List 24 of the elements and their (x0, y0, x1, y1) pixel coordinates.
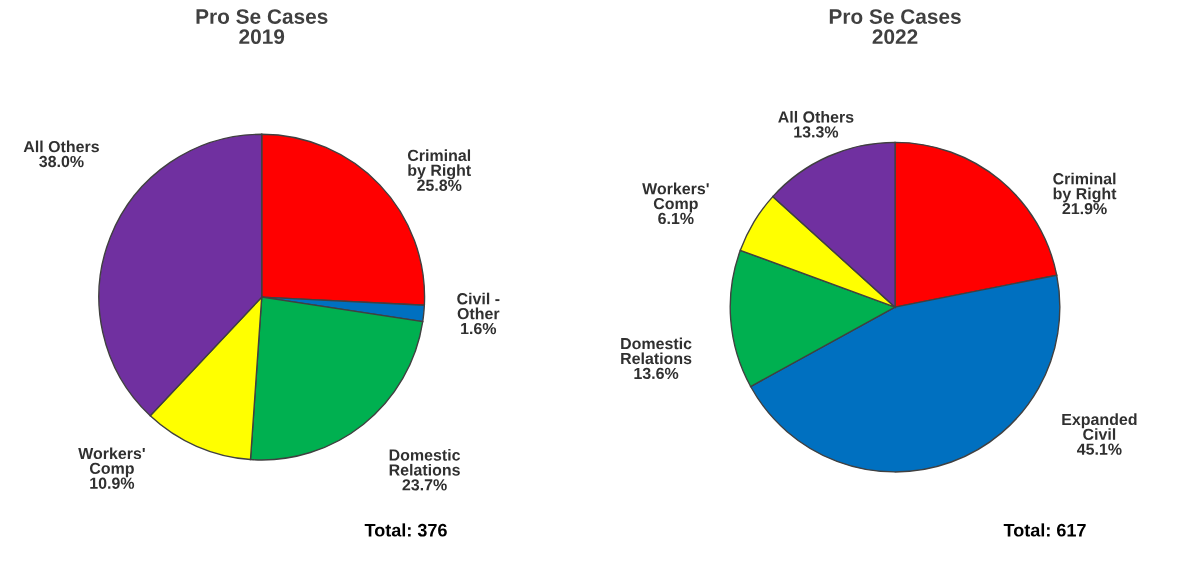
data-label: 10.9% (90, 477, 135, 489)
text: Total: 617 (1003, 523, 1086, 537)
data-label: 45.1% (1076, 443, 1122, 455)
slice-label: Criminal by Right (407, 149, 471, 180)
slice-label: Civil - Other (457, 292, 500, 320)
slice-label: Domestic Relations (621, 337, 692, 365)
data-label: 13.6% (634, 367, 679, 380)
data-label: 21.9% (1062, 202, 1107, 215)
slice-label: Expanded Civil (1062, 413, 1137, 440)
slice-label: Workers' Comp (78, 447, 145, 478)
data-label: 25.8% (417, 179, 462, 191)
text: Total: 376 (364, 523, 447, 537)
slice-label: All Others (778, 110, 854, 123)
data-label: 13.3% (794, 126, 839, 138)
chart-title: Pro Se Cases 2019 (196, 9, 328, 45)
data-label: 23.7% (402, 479, 447, 491)
data-label: 38.0% (39, 155, 84, 168)
slice-label: Criminal by Right (1053, 172, 1117, 203)
slice-label: All Others (23, 140, 99, 153)
data-label: 1.6% (461, 322, 497, 335)
chart-title: Pro Se Cases 2022 (829, 9, 961, 45)
slice-label: Domestic Relations (389, 449, 461, 476)
data-label: 6.1% (658, 212, 694, 225)
slice-label: Workers' Comp (642, 182, 709, 213)
